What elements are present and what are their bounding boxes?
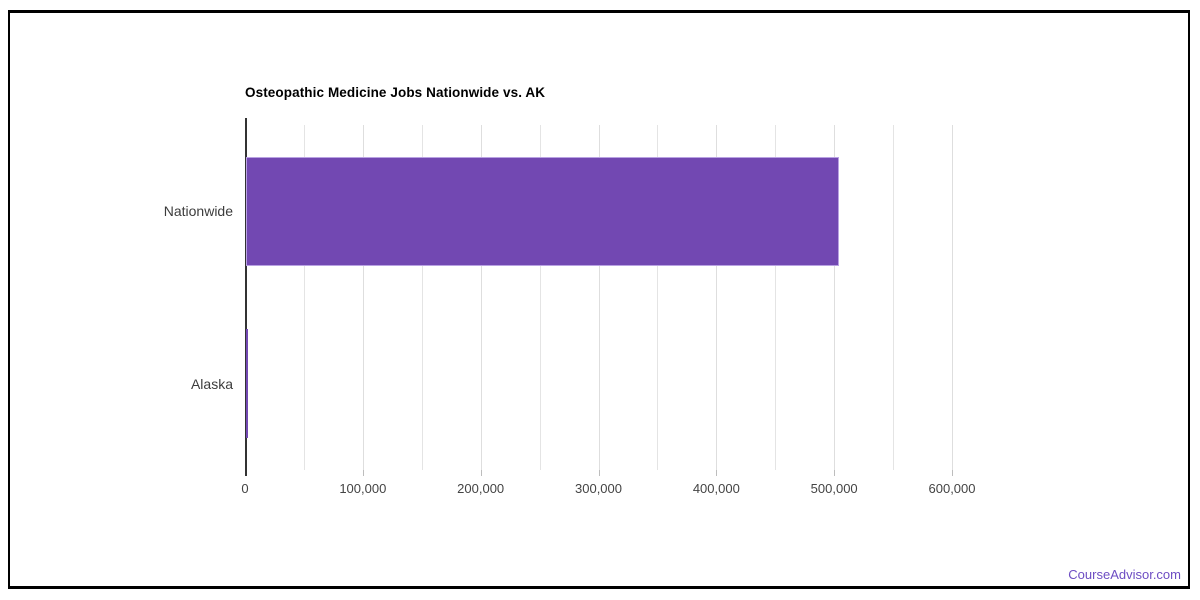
- gridline: [834, 125, 836, 470]
- gridline: [362, 125, 364, 470]
- plot-area: 0 100,000 200,000 300,000 400,000 500,000 600,…: [164, 118, 990, 496]
- x-axis-tick: [716, 470, 718, 476]
- gridline: [657, 125, 659, 470]
- bar-alaska[interactable]: [246, 329, 248, 439]
- category-label-nationwide: Nationwide: [163, 203, 233, 220]
- category-label-alaska: Alaska: [190, 375, 233, 392]
- gridline: [716, 125, 718, 470]
- gridline: [480, 125, 482, 470]
- chart-title: Osteopathic Medicine Jobs Nationwide vs.…: [245, 85, 546, 100]
- x-tick-label: 500,000: [810, 481, 858, 496]
- bar-nationwide[interactable]: [246, 156, 839, 266]
- x-axis-tick: [952, 470, 953, 476]
- x-axis-tick: [245, 470, 246, 476]
- x-tick-label: 300,000: [575, 481, 622, 496]
- gridline: [421, 125, 423, 470]
- x-axis-tick: [480, 470, 482, 476]
- y-axis-baseline: [245, 118, 247, 476]
- x-tick-label: 200,000: [457, 481, 505, 496]
- x-tick-label: 100,000: [339, 481, 387, 496]
- x-tick-label: 600,000: [928, 481, 976, 496]
- x-axis-tick: [598, 470, 600, 476]
- x-tick-label: 0: [241, 481, 249, 496]
- courseadvisor-watermark-link[interactable]: CourseAdvisor.com: [1068, 567, 1181, 582]
- x-axis-tick: [362, 470, 364, 476]
- x-axis-tick: [834, 470, 836, 476]
- gridline: [539, 125, 541, 470]
- gridline: [775, 125, 777, 470]
- x-tick-label: 400,000: [692, 481, 740, 496]
- gridline: [952, 125, 953, 470]
- gridline: [893, 125, 895, 470]
- gridline: [598, 125, 600, 470]
- gridline: [303, 125, 305, 470]
